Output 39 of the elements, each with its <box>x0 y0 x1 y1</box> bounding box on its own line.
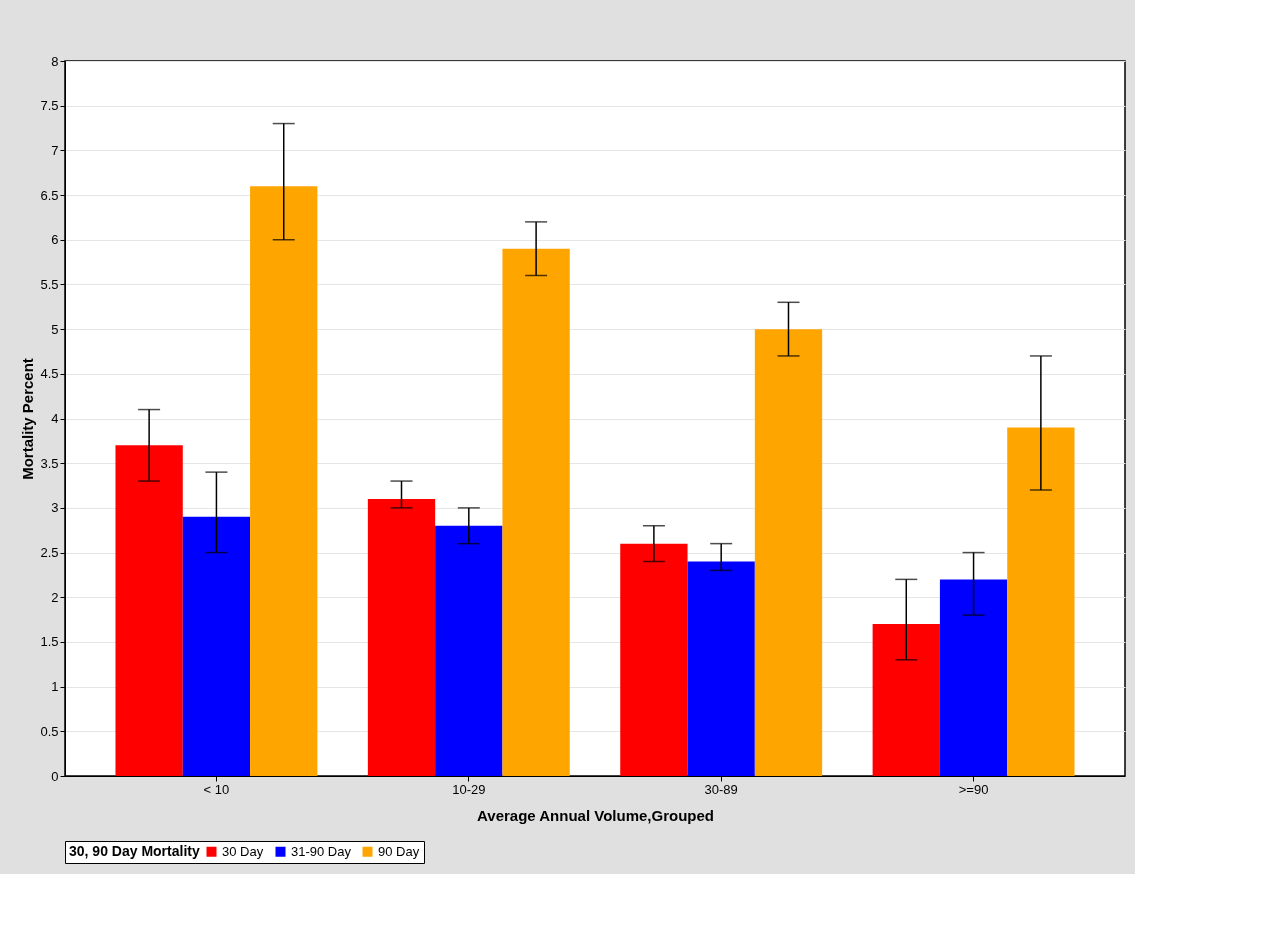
bar <box>754 329 823 776</box>
bar <box>367 498 436 776</box>
y-tick-label: 0 <box>51 768 59 784</box>
bar <box>1007 427 1075 776</box>
legend-title: 30, 90 Day Mortality <box>69 843 200 859</box>
y-tick-label: 3.5 <box>40 455 59 471</box>
y-tick-label: 4 <box>51 411 59 426</box>
x-axis-title: Average Annual Volume,Grouped <box>477 806 714 824</box>
bar <box>687 561 755 776</box>
y-tick-label: 3 <box>51 500 59 516</box>
y-tick-label: 4.5 <box>40 366 59 382</box>
legend-label: 30 Day <box>222 843 264 859</box>
y-tick-label: 7 <box>51 142 59 158</box>
y-tick-label: 5 <box>51 321 59 337</box>
y-tick-label: 6 <box>51 232 59 248</box>
y-tick-label: 6.5 <box>40 187 59 203</box>
y-tick-label: 0.5 <box>40 723 59 739</box>
y-tick-label: 5.5 <box>40 276 59 292</box>
legend-label: 31-90 Day <box>291 843 352 859</box>
y-tick-label: 8 <box>51 53 59 69</box>
y-tick-label: 7.5 <box>40 98 59 114</box>
bar <box>115 445 183 776</box>
legend-label: 90 Day <box>378 843 420 859</box>
y-tick-label: 2.5 <box>40 545 59 561</box>
x-tick-label: 30-89 <box>704 781 738 797</box>
x-tick-label: < 10 <box>203 781 230 797</box>
y-tick-label: 1 <box>51 679 59 695</box>
bar <box>250 186 318 776</box>
bar <box>939 579 1008 776</box>
bar <box>502 248 570 776</box>
bar <box>872 624 940 776</box>
x-tick-label: 10-29 <box>452 781 486 797</box>
bar <box>182 516 251 776</box>
y-tick-label: 1.5 <box>40 634 59 650</box>
x-tick-label: >=90 <box>958 781 989 797</box>
y-tick-label: 2 <box>51 589 59 605</box>
y-axis-title: Mortality Percent <box>19 358 37 480</box>
bar <box>435 525 503 776</box>
bar <box>620 543 688 776</box>
